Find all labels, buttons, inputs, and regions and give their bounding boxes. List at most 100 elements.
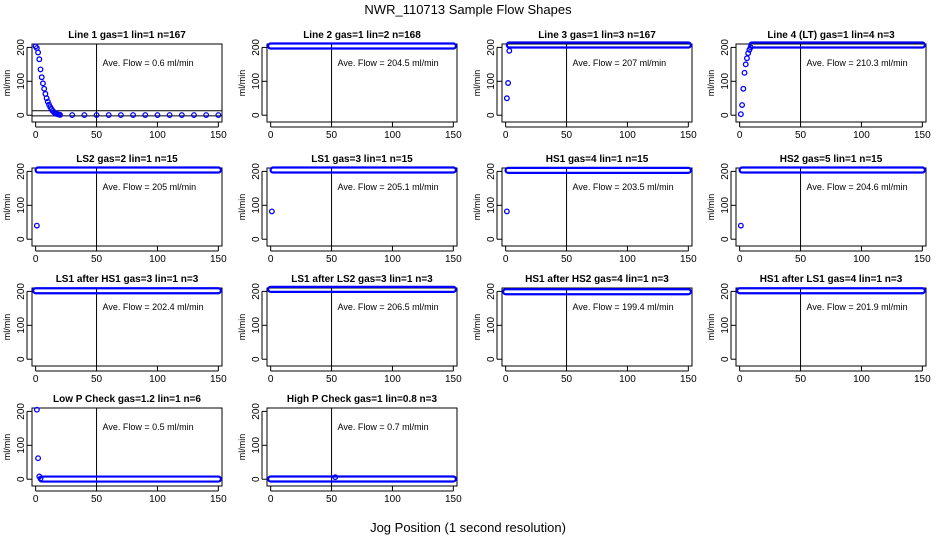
- data-point: [43, 95, 50, 102]
- data-series-1: [33, 406, 44, 482]
- y-tick-label: 200: [251, 39, 262, 56]
- data-point: [178, 112, 185, 118]
- chart-panel-9: LS1 after HS1 gas=3 lin=1 n=3 0 100 200 ml/m…: [2, 274, 227, 385]
- average-flow-annotation: Ave. Flow = 205 ml/min: [103, 182, 197, 192]
- data-point: [130, 112, 137, 118]
- y-tick-label: 200: [251, 163, 262, 180]
- data-point: [503, 208, 510, 215]
- chart-panel-14: High P Check gas=1 lin=0.8 n=3 0 100 200 ml/…: [237, 394, 462, 505]
- y-axis-label: ml/min: [706, 194, 716, 221]
- x-tick-label: 0: [737, 374, 743, 385]
- data-point: [35, 455, 42, 462]
- data-point: [191, 112, 197, 118]
- y-tick-label: 200: [251, 283, 262, 300]
- plot-frame: [31, 287, 223, 367]
- y-axis-label: ml/min: [472, 194, 482, 221]
- data-series-1: [503, 208, 510, 215]
- panel-title: HS2 gas=5 lin=1 n=15: [780, 154, 883, 165]
- y-tick-label: 0: [486, 236, 497, 242]
- panel-title: LS1 after HS1 gas=3 lin=1 n=3: [56, 274, 199, 285]
- x-tick-label: 100: [619, 374, 636, 385]
- y-axis-label: ml/min: [237, 314, 247, 341]
- data-series-2: [505, 41, 692, 49]
- y-tick-label: 200: [251, 403, 262, 420]
- data-point: [737, 222, 744, 229]
- data-point: [268, 208, 275, 215]
- data-point-band: [267, 42, 457, 50]
- chart-panel-11: HS1 after HS2 gas=4 lin=1 n=3 0 100 200 ml/m…: [472, 274, 697, 385]
- x-tick-label: 50: [326, 374, 338, 385]
- y-axis-label: ml/min: [2, 314, 12, 341]
- y-tick-label: 0: [16, 112, 27, 118]
- data-series-1: [737, 222, 744, 229]
- data-point: [505, 80, 512, 86]
- data-point: [503, 95, 510, 102]
- y-axis-label: ml/min: [237, 70, 247, 97]
- y-tick-label: 0: [486, 112, 497, 118]
- data-point: [203, 112, 210, 118]
- x-tick-label: 150: [445, 130, 462, 141]
- data-series-1: [502, 288, 692, 296]
- x-tick-label: 50: [561, 130, 573, 141]
- y-tick-label: 100: [486, 197, 497, 214]
- x-tick-label: 0: [268, 494, 274, 505]
- data-point: [40, 80, 46, 87]
- y-axis-label: ml/min: [706, 314, 716, 341]
- y-axis-label: ml/min: [2, 434, 12, 461]
- x-tick-label: 100: [619, 254, 636, 265]
- data-point: [740, 85, 747, 92]
- y-tick-label: 100: [486, 73, 497, 90]
- average-flow-annotation: Ave. Flow = 0.6 ml/min: [103, 58, 194, 68]
- x-tick-label: 150: [445, 254, 462, 265]
- average-flow-annotation: Ave. Flow = 201.9 ml/min: [807, 302, 908, 312]
- y-axis-label: ml/min: [2, 194, 12, 221]
- data-point: [744, 55, 750, 62]
- data-series-1: [503, 47, 513, 102]
- x-tick-label: 100: [853, 130, 870, 141]
- x-tick-label: 100: [149, 130, 166, 141]
- plot-frame: [31, 167, 223, 247]
- plot-frame: [31, 43, 223, 123]
- data-point: [57, 111, 63, 118]
- average-flow-annotation: Ave. Flow = 206.5 ml/min: [338, 302, 439, 312]
- y-tick-label: 100: [251, 197, 262, 214]
- average-flow-annotation: Ave. Flow = 0.5 ml/min: [103, 422, 194, 432]
- data-point-band: [736, 287, 926, 295]
- y-tick-label: 200: [486, 163, 497, 180]
- x-tick-label: 150: [680, 374, 697, 385]
- data-series-1: [268, 208, 275, 215]
- panel-title: Line 2 gas=1 lin=2 n=168: [303, 30, 421, 41]
- x-tick-label: 150: [210, 130, 227, 141]
- data-point-band: [504, 166, 692, 174]
- x-tick-label: 0: [503, 374, 509, 385]
- x-tick-label: 0: [737, 254, 743, 265]
- y-tick-label: 100: [720, 197, 731, 214]
- data-series-2: [504, 166, 692, 174]
- chart-panel-8: HS2 gas=5 lin=1 n=15 0 100 200 ml/min 0 50 100 1…: [706, 154, 931, 265]
- x-tick-label: 150: [210, 254, 227, 265]
- data-point: [741, 69, 748, 76]
- data-point: [117, 112, 124, 118]
- panel-title: LS2 gas=2 lin=1 n=15: [76, 154, 178, 165]
- average-flow-annotation: Ave. Flow = 207 ml/min: [573, 58, 667, 68]
- y-tick-label: 100: [486, 317, 497, 334]
- plot-frame: [501, 43, 693, 123]
- x-tick-label: 0: [268, 130, 274, 141]
- x-tick-label: 0: [33, 254, 39, 265]
- plot-frame: [501, 167, 693, 247]
- x-tick-label: 150: [210, 494, 227, 505]
- x-tick-label: 50: [326, 494, 338, 505]
- x-tick-label: 100: [384, 494, 401, 505]
- panel-title: Low P Check gas=1.2 lin=1 n=6: [53, 394, 201, 405]
- data-point: [166, 112, 173, 118]
- average-flow-annotation: Ave. Flow = 204.5 ml/min: [338, 58, 439, 68]
- average-flow-annotation: Ave. Flow = 210.3 ml/min: [807, 58, 908, 68]
- data-point: [35, 49, 42, 56]
- figure-x-axis-label: Jog Position (1 second resolution): [370, 520, 566, 535]
- x-tick-label: 100: [149, 374, 166, 385]
- y-tick-label: 100: [16, 317, 27, 334]
- panel-title: HS1 after LS1 gas=4 lin=1 n=3: [760, 274, 903, 285]
- x-tick-label: 50: [795, 254, 807, 265]
- data-point-band: [269, 166, 457, 174]
- data-point: [38, 74, 45, 81]
